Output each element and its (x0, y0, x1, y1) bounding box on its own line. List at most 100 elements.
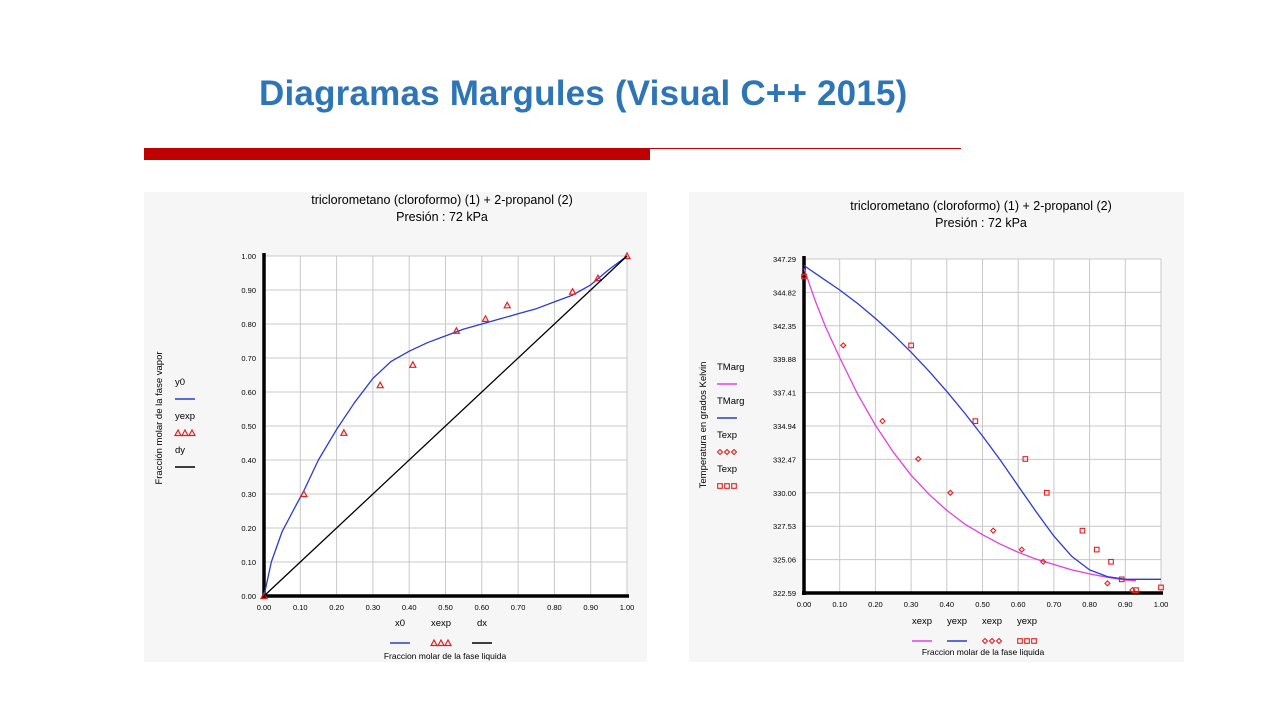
x-tick-label: 0.10 (293, 603, 308, 612)
data-point (299, 489, 308, 498)
y-tick-label: 339.88 (773, 355, 796, 364)
x-tick-label: 0.50 (975, 600, 990, 609)
x-tick-label: 0.00 (257, 603, 272, 612)
x-tick-label: 0.10 (832, 600, 847, 609)
legend-label: Texp (717, 464, 737, 475)
x-tick-label: 0.60 (474, 603, 489, 612)
x-tick-label: 0.20 (868, 600, 883, 609)
data-point (914, 455, 922, 463)
series-TMarg (803, 265, 1161, 580)
legend-label: Texp (717, 430, 737, 441)
y-tick-label: 347.29 (773, 255, 796, 264)
x-tick-label: 0.00 (797, 600, 812, 609)
x-tick-label: 0.70 (1047, 600, 1062, 609)
data-point (408, 360, 417, 368)
bottom-legend-sample (988, 637, 996, 645)
series-dy (263, 255, 628, 597)
bottom-legend-label: xexp (982, 616, 1002, 627)
chart-title: triclorometano (cloroformo) (1) + 2-prop… (850, 199, 1112, 213)
y-tick-label: 0.90 (241, 286, 256, 295)
data-point (339, 428, 348, 436)
vle-chart-panel: triclorometano (cloroformo) (1) + 2-prop… (144, 192, 647, 662)
slide-title: Diagramas Margules (Visual C++ 2015) (259, 74, 908, 113)
legend-sample (716, 448, 724, 456)
chart-subtitle: Presión : 72 kPa (396, 210, 488, 224)
legend-sample (730, 448, 738, 456)
y-tick-label: 327.53 (773, 522, 796, 531)
x-axis-label: Fraccion molar de la fase liquida (384, 651, 507, 661)
data-point (947, 489, 954, 497)
x-tick-label: 0.30 (366, 603, 381, 612)
x-tick-label: 0.90 (583, 603, 598, 612)
bottom-legend-label: xexp (912, 616, 932, 627)
legend-sample (187, 428, 197, 437)
bottom-legend-sample (429, 638, 439, 647)
data-point (593, 273, 602, 282)
legend-label: TMarg (717, 362, 744, 373)
series-line (803, 268, 1137, 582)
bottom-legend-label: yexp (1017, 616, 1037, 627)
data-point (908, 342, 914, 349)
data-point (452, 326, 461, 334)
data-point (622, 251, 632, 260)
bottom-legend-sample (981, 637, 989, 645)
data-point (259, 591, 269, 600)
legend-sample (723, 448, 731, 456)
x-tick-label: 0.40 (402, 603, 417, 612)
data-point (972, 418, 979, 424)
y-tick-label: 0.80 (241, 320, 256, 329)
x-tick-label: 0.30 (904, 600, 919, 609)
bottom-legend-label: dx (477, 618, 487, 629)
y-tick-label: 344.82 (773, 288, 796, 297)
legend-label: yexp (175, 411, 195, 422)
data-point (839, 342, 847, 349)
series-y0 (263, 255, 628, 597)
chart-subtitle: Presión : 72 kPa (935, 216, 1027, 230)
bottom-legend-sample (436, 638, 446, 647)
x-tick-label: 1.00 (1154, 600, 1169, 609)
legend-sample (173, 428, 183, 437)
y-tick-label: 0.30 (241, 490, 256, 499)
legend-sample (731, 483, 737, 489)
legend-label: dy (175, 445, 185, 456)
x-tick-label: 0.50 (438, 603, 453, 612)
bottom-legend-sample (995, 637, 1003, 645)
x-tick-label: 0.20 (329, 603, 344, 612)
data-point (1079, 527, 1086, 534)
series-TMarg (803, 268, 1137, 582)
y-tick-label: 342.35 (773, 322, 796, 331)
x-tick-label: 0.80 (547, 603, 562, 612)
data-point (879, 417, 886, 425)
temperature-chart-panel: triclorometano (cloroformo) (1) + 2-prop… (689, 192, 1184, 662)
bottom-legend-label: xexp (431, 618, 451, 629)
data-point (1118, 576, 1125, 583)
bottom-legend-sample (443, 638, 453, 647)
series-line (263, 255, 628, 597)
y-tick-label: 0.60 (241, 388, 256, 397)
series-line (263, 255, 628, 597)
y-tick-label: 322.59 (773, 589, 796, 598)
data-point (1039, 558, 1047, 566)
legend-label: TMarg (717, 396, 744, 407)
x-tick-label: 0.80 (1082, 600, 1097, 609)
x-tick-label: 1.00 (620, 603, 635, 612)
y-tick-label: 334.94 (773, 422, 796, 431)
legend-sample (180, 428, 190, 437)
y-tick-label: 337.41 (773, 389, 796, 398)
series-line (803, 265, 1161, 580)
title-underline-line (650, 148, 961, 149)
series-yexp (259, 251, 632, 600)
legend-label: y0 (175, 377, 185, 388)
y-tick-label: 0.10 (241, 558, 256, 567)
y-tick-label: 0.50 (241, 422, 256, 431)
y-tick-label: 0.70 (241, 354, 256, 363)
x-tick-label: 0.40 (939, 600, 954, 609)
bottom-legend-sample (1031, 638, 1037, 644)
y-tick-label: 330.00 (773, 489, 796, 498)
data-point (1133, 587, 1139, 594)
x-tick-label: 0.90 (1118, 600, 1133, 609)
legend-sample (724, 483, 730, 489)
data-point (1018, 546, 1026, 553)
y-tick-label: 332.47 (773, 455, 796, 464)
x-axis-label: Fraccion molar de la fase liquida (922, 647, 1045, 657)
